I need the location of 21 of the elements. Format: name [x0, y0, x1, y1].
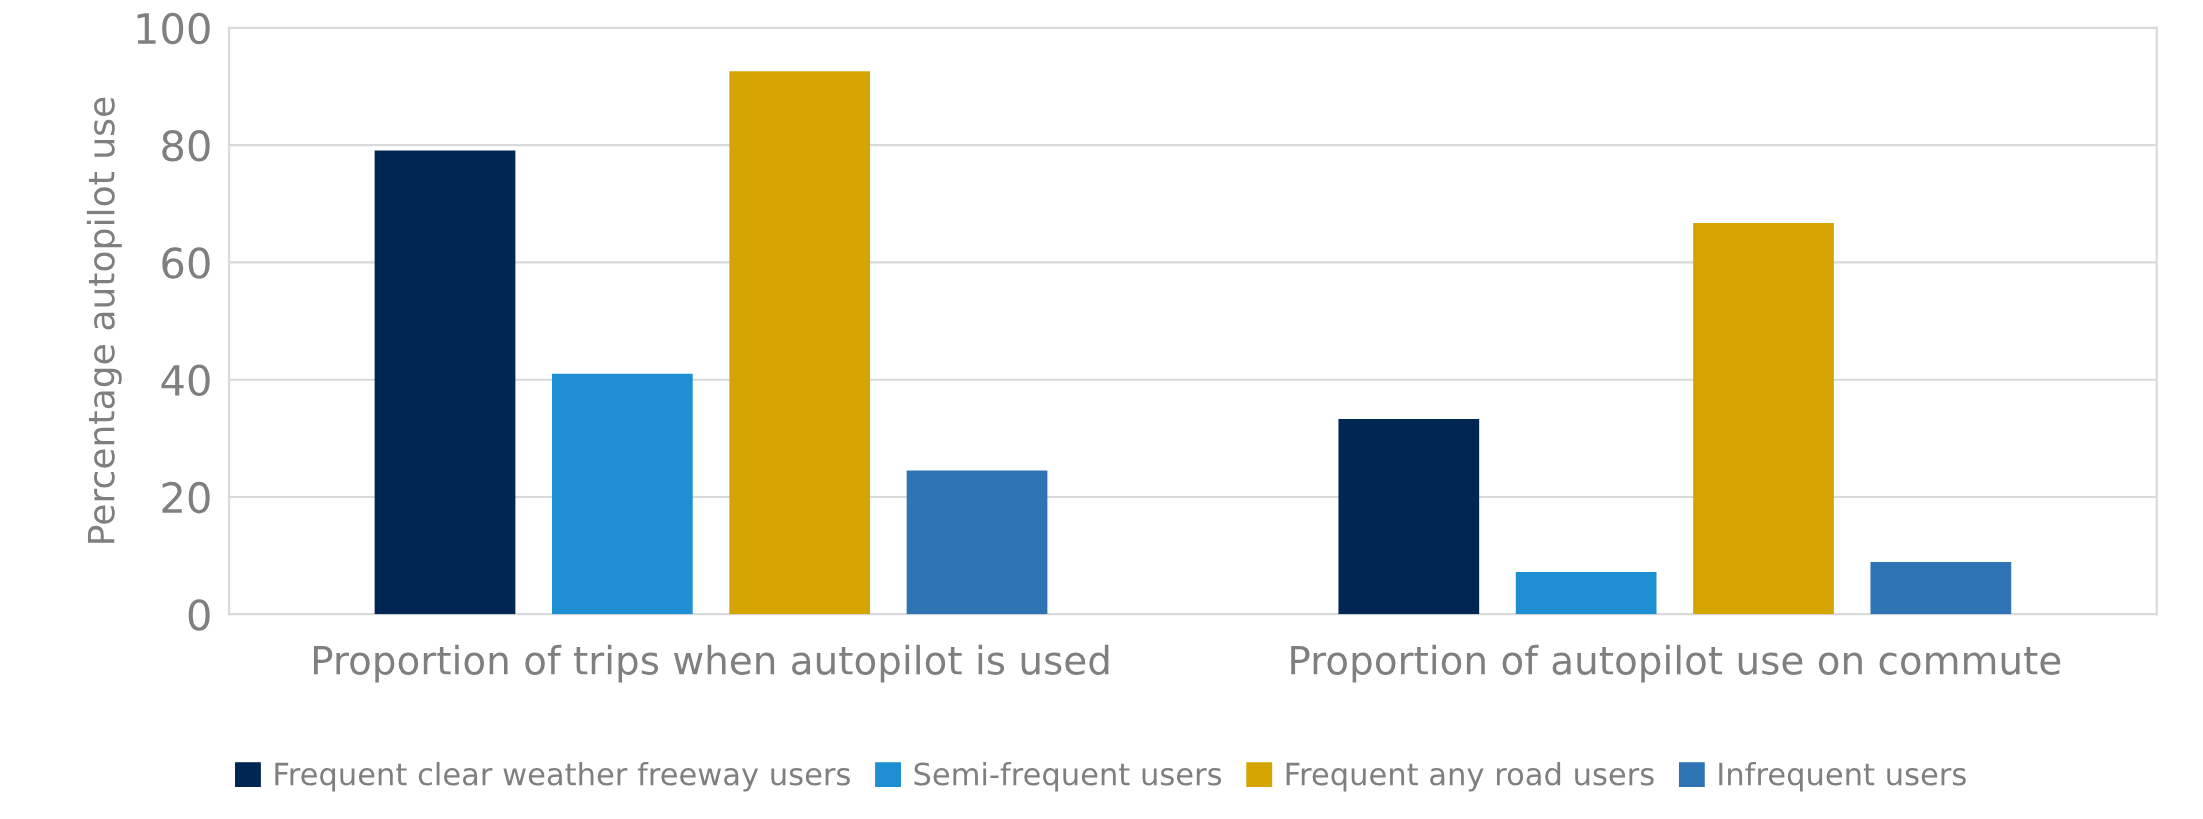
- legend-label: Frequent clear weather freeway users: [275, 761, 850, 792]
- y-tick-label: 0: [188, 599, 210, 631]
- bar: [1338, 418, 1480, 615]
- y-tick-label: 60: [162, 247, 210, 279]
- bar: [906, 470, 1048, 615]
- legend-label: Semi-frequent users: [914, 761, 1222, 792]
- bar: [1515, 572, 1657, 615]
- bar: [551, 373, 693, 615]
- y-tick-label: 20: [162, 481, 210, 514]
- bar: [374, 150, 516, 615]
- legend-label: Infrequent users: [1719, 761, 1966, 792]
- y-tick-label: 100: [137, 12, 210, 45]
- legend-label: Frequent any road users: [1286, 761, 1654, 792]
- bar: [729, 71, 871, 615]
- x-tick-label: Proportion of trips when autopilot is used: [313, 644, 1109, 683]
- y-tick-label: 80: [162, 130, 210, 162]
- bar: [1693, 223, 1834, 615]
- y-tick-label: 40: [161, 364, 210, 397]
- y-axis-title: Percentage autopilot use: [86, 97, 122, 543]
- x-tick-label: Proportion of autopilot use on commute: [1291, 644, 2061, 683]
- bar: [1870, 562, 2012, 615]
